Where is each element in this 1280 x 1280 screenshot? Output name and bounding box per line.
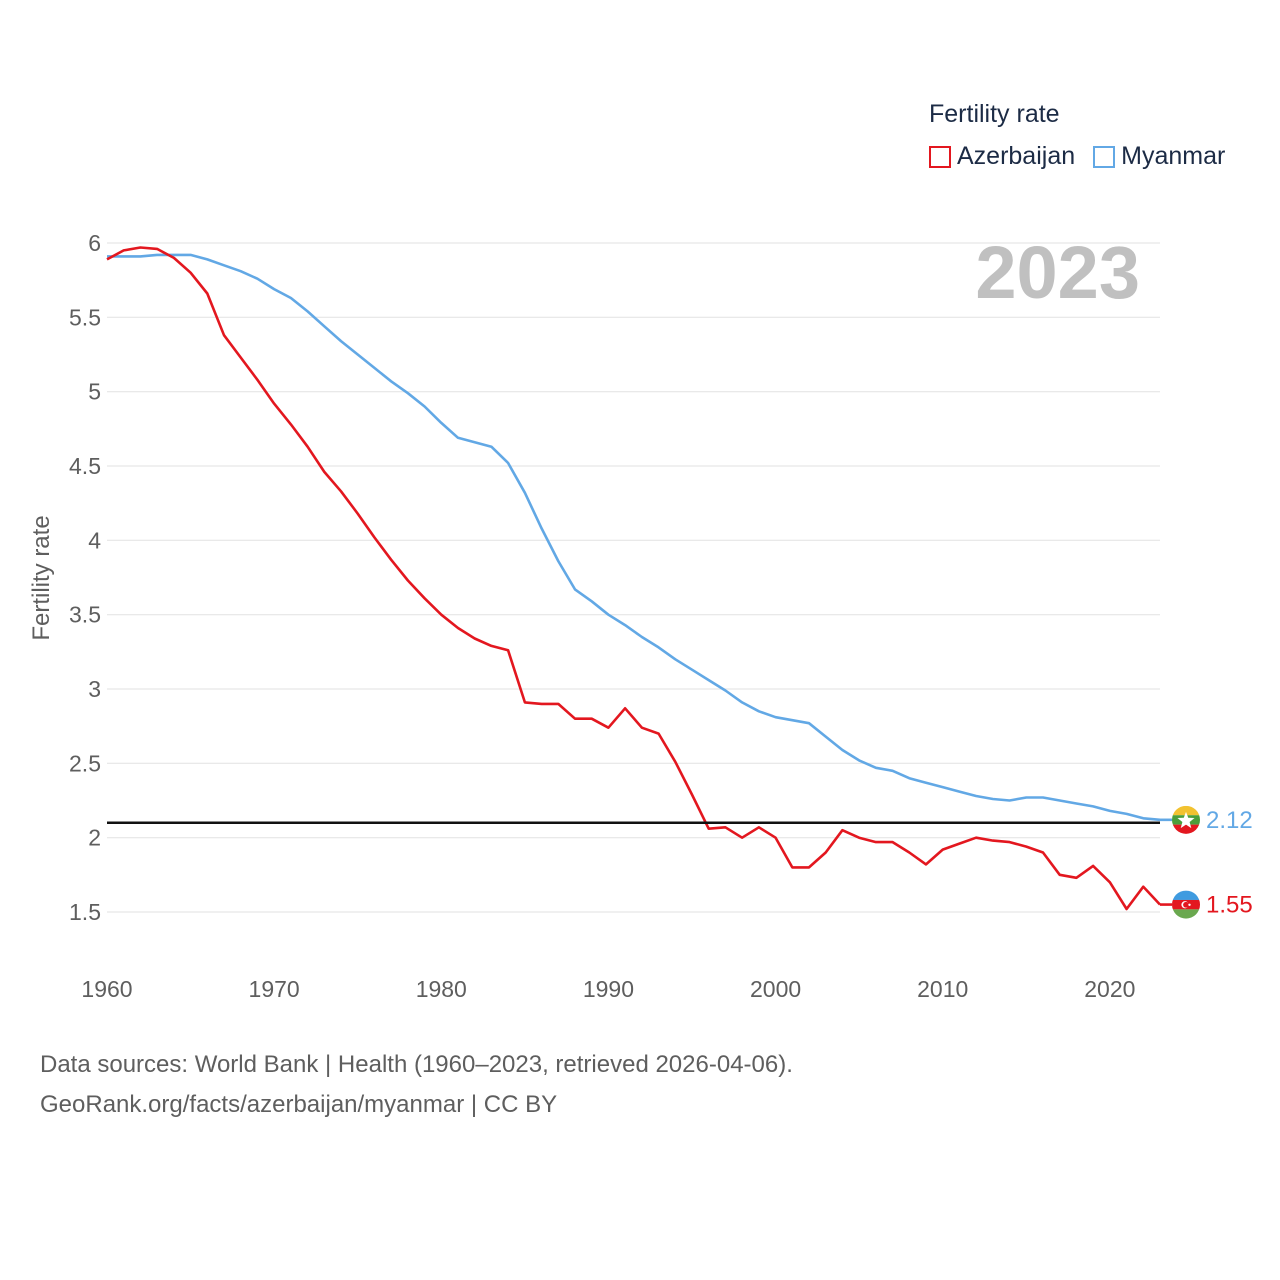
legend-swatch-myanmar <box>1093 145 1116 168</box>
y-tick-label: 5.5 <box>69 304 101 330</box>
end-value-label-azerbaijan: 1.55 <box>1206 892 1253 919</box>
sources-line: Data sources: World Bank | Health (1960–… <box>40 1051 793 1078</box>
series-lines <box>106 246 1161 911</box>
y-tick-label: 3.5 <box>69 602 101 628</box>
y-tick-label: 6 <box>88 230 101 256</box>
legend-label-myanmar: Myanmar <box>1121 142 1226 170</box>
y-axis: 1.5 2 2.5 3 3.5 4 4.5 5 5.5 6 <box>69 230 101 925</box>
legend-label-azerbaijan: Azerbaijan <box>957 142 1076 170</box>
y-tick-label: 5 <box>88 379 101 405</box>
end-markers: 1.55 2.12 <box>1160 805 1253 919</box>
x-tick-label: 1970 <box>249 976 300 1002</box>
myanmar-flag-icon <box>1172 805 1200 834</box>
gridlines <box>107 242 1160 913</box>
year-label: 2023 <box>975 231 1140 314</box>
x-axis: 1960 1970 1980 1990 2000 2010 2020 <box>81 976 1135 1002</box>
legend-item-azerbaijan[interactable]: Azerbaijan <box>929 142 1075 171</box>
attribution-line: GeoRank.org/facts/azerbaijan/myanmar | C… <box>40 1085 793 1125</box>
x-tick-label: 1980 <box>416 976 467 1002</box>
x-tick-label: 1960 <box>81 976 132 1002</box>
azerbaijan-flag-icon <box>1172 890 1200 919</box>
georank-link[interactable]: GeoRank.org/facts/azerbaijan/myanmar <box>40 1091 465 1118</box>
y-tick-label: 4 <box>88 527 101 553</box>
legend-title: Fertility rate <box>929 100 1060 128</box>
legend-item-myanmar[interactable]: Myanmar <box>1093 142 1225 171</box>
series-line-azerbaijan[interactable] <box>106 246 1161 911</box>
x-tick-label: 2010 <box>917 976 968 1002</box>
end-value-label-myanmar: 2.12 <box>1206 807 1253 834</box>
series-line-myanmar[interactable] <box>107 253 1161 822</box>
y-tick-label: 4.5 <box>69 453 101 479</box>
legend: Azerbaijan Myanmar <box>929 142 1243 171</box>
x-tick-label: 2020 <box>1084 976 1135 1002</box>
data-sources: Data sources: World Bank | Health (1960–… <box>40 1045 793 1125</box>
x-tick-label: 1990 <box>583 976 634 1002</box>
license-text: | CC BY <box>464 1091 558 1118</box>
legend-swatch-azerbaijan <box>929 145 951 168</box>
y-axis-title: Fertility rate <box>28 515 55 641</box>
y-tick-label: 1.5 <box>69 899 101 925</box>
x-tick-label: 2000 <box>750 976 801 1002</box>
y-tick-label: 2 <box>88 825 101 851</box>
y-tick-label: 3 <box>88 676 101 702</box>
y-tick-label: 2.5 <box>69 750 101 776</box>
